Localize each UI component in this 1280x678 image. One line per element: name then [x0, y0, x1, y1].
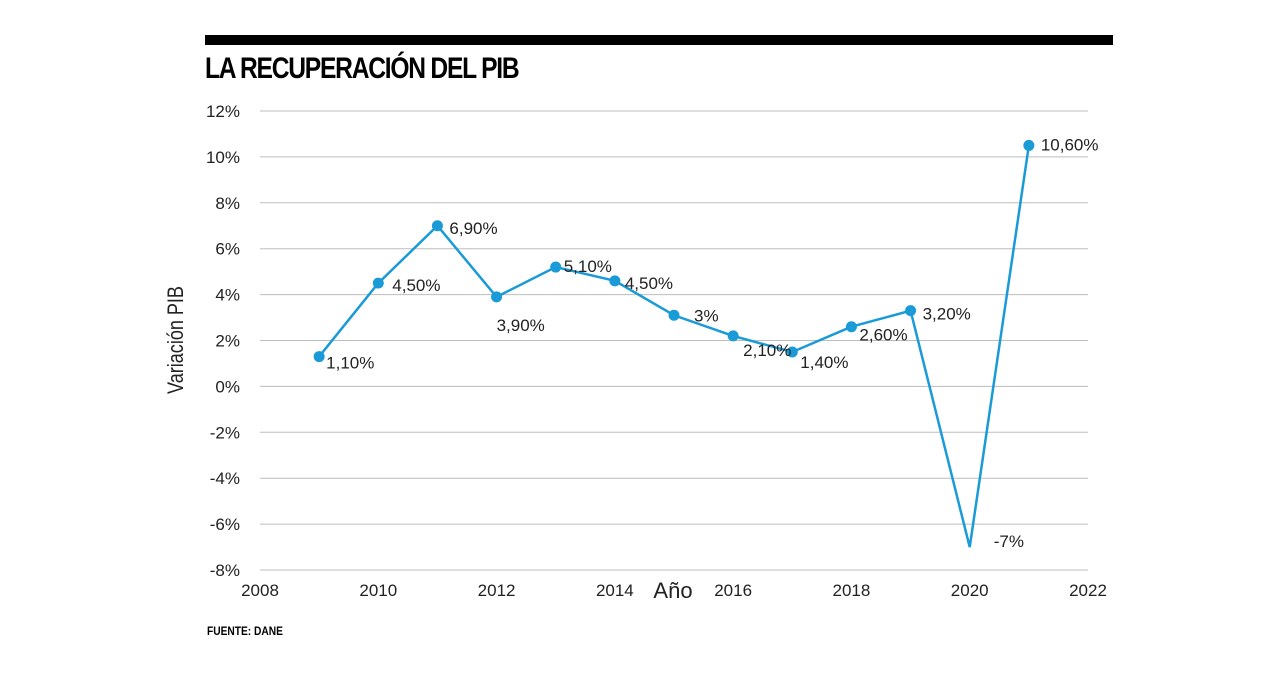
data-label: 10,60%	[1041, 135, 1099, 154]
x-tick-label: 2008	[241, 581, 279, 600]
data-point	[905, 305, 917, 317]
data-label: 2,10%	[743, 341, 791, 360]
data-point	[786, 346, 798, 358]
y-tick-label: 10%	[206, 148, 240, 167]
series-line	[318, 145, 1031, 548]
data-point	[609, 275, 621, 287]
data-point	[727, 330, 739, 342]
y-tick-label: 6%	[215, 240, 240, 259]
y-axis-title: Variación PIB	[164, 286, 188, 394]
top-rule	[205, 35, 1113, 45]
x-tick-label: 2012	[478, 581, 516, 600]
data-label: 6,90%	[449, 219, 497, 238]
y-tick-label: 4%	[215, 286, 240, 305]
data-label: 4,50%	[392, 276, 440, 295]
x-tick-label: 2016	[714, 581, 752, 600]
data-point	[491, 291, 503, 303]
data-label: 2,60%	[859, 326, 907, 345]
data-label: 4,50%	[625, 274, 673, 293]
y-tick-labels: 12% 10% 8% 6% 4% 2% 0% -2% -4% -6% -8%	[206, 102, 240, 580]
grid-lines	[260, 110, 1088, 571]
y-tick-label: -4%	[210, 469, 240, 488]
y-tick-label: 2%	[215, 332, 240, 351]
y-tick-label: -2%	[210, 423, 240, 442]
data-point	[845, 321, 857, 333]
data-point	[1023, 139, 1035, 151]
data-label: 5,10%	[564, 257, 612, 276]
x-axis-title: Año	[653, 578, 692, 603]
data-point	[668, 309, 680, 321]
x-tick-label: 2010	[359, 581, 397, 600]
y-tick-label: -6%	[210, 515, 240, 534]
x-tick-label: 2022	[1069, 581, 1107, 600]
x-tick-labels: 2008 2010 2012 2014 2016 2018 2020 2022	[241, 581, 1107, 600]
y-tick-label: -8%	[210, 561, 240, 580]
data-label: -7%	[994, 532, 1024, 551]
data-point	[550, 261, 562, 273]
y-tick-label: 0%	[215, 377, 240, 396]
series-layer	[313, 139, 1035, 548]
chart-title: LA RECUPERACIÓN DEL PIB	[205, 52, 520, 85]
data-labels: 1,10% 4,50% 6,90% 3,90% 5,10% 4,50% 3% 2,10% 1,4…	[326, 135, 1098, 551]
data-label: 3,90%	[497, 316, 545, 335]
source-note: FUENTE: DANE	[207, 624, 283, 638]
data-point	[313, 351, 325, 363]
data-point	[372, 277, 384, 289]
data-label: 3%	[694, 306, 719, 325]
data-point	[431, 220, 443, 232]
x-tick-label: 2014	[596, 581, 634, 600]
data-label: 1,10%	[326, 354, 374, 373]
data-label: 1,40%	[800, 353, 848, 372]
data-label: 3,20%	[923, 305, 971, 324]
y-tick-label: 12%	[206, 102, 240, 121]
x-tick-label: 2018	[833, 581, 871, 600]
y-tick-label: 8%	[215, 194, 240, 213]
x-tick-label: 2020	[951, 581, 989, 600]
